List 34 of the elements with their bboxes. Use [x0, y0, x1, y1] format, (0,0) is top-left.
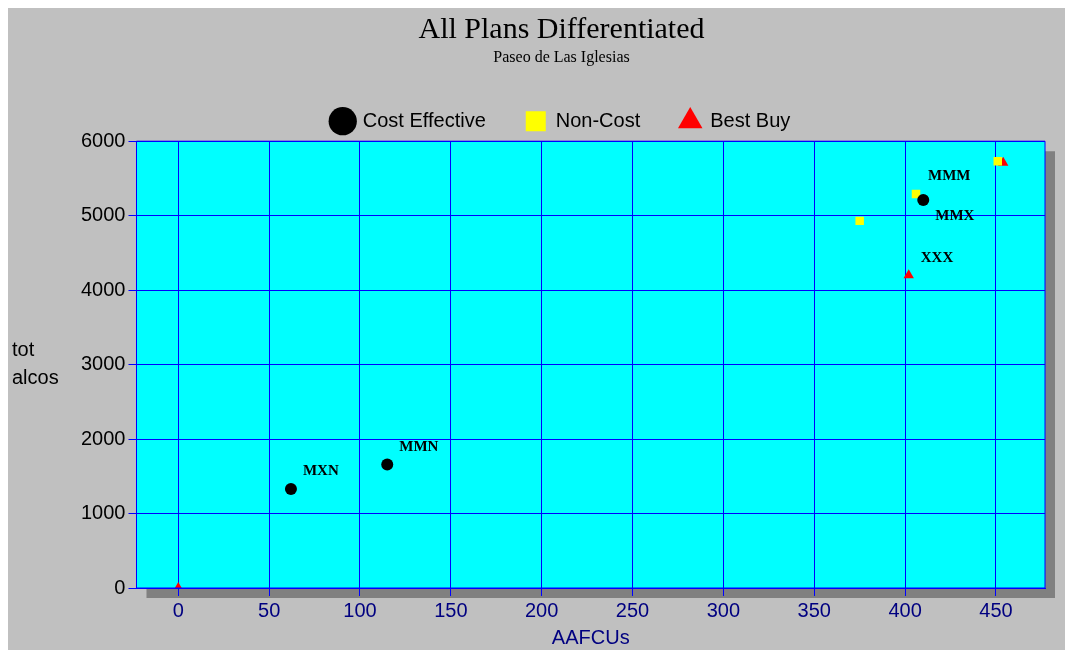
x-tick-label: 50	[258, 598, 281, 621]
point	[903, 269, 914, 279]
y-tick-label: 3000	[80, 352, 126, 375]
annotation: MMN	[399, 437, 439, 454]
annotation: XXX	[920, 248, 954, 265]
y-tick-label: 0	[114, 575, 126, 598]
point	[855, 216, 864, 226]
point	[381, 458, 394, 471]
y-tick-label: 5000	[80, 203, 126, 226]
x-tick-label: 300	[706, 598, 741, 621]
annotation: MMM	[927, 167, 971, 184]
chart-title: All Plans Differentiated	[418, 10, 705, 44]
y-tick-label: 4000	[80, 277, 126, 300]
x-tick-label: 350	[797, 598, 831, 621]
y-tick-label: 1000	[80, 501, 126, 524]
point	[993, 157, 1002, 166]
x-axis-title: AAFCUs	[551, 625, 630, 648]
y-tick-label: 6000	[80, 128, 126, 151]
legend-label: Non-Cost	[555, 108, 641, 131]
x-tick-label: 0	[172, 598, 184, 621]
x-tick-label: 250	[615, 598, 650, 621]
x-tick-label: 400	[888, 598, 922, 621]
x-tick-label: 200	[525, 598, 559, 621]
y-axis-title: tot alcos	[12, 338, 59, 389]
chart-subtitle: Paseo de Las Iglesias	[493, 47, 630, 66]
x-tick-label: 450	[979, 598, 1013, 621]
annotation: MXN	[302, 462, 339, 479]
point	[284, 482, 297, 495]
x-tick-label: 150	[434, 598, 468, 621]
y-tick-label: 2000	[80, 426, 126, 449]
point	[917, 194, 930, 207]
x-tick-label: 100	[343, 598, 377, 621]
legend-label: Best Buy	[710, 108, 791, 131]
legend-label: Cost Effective	[362, 108, 486, 131]
